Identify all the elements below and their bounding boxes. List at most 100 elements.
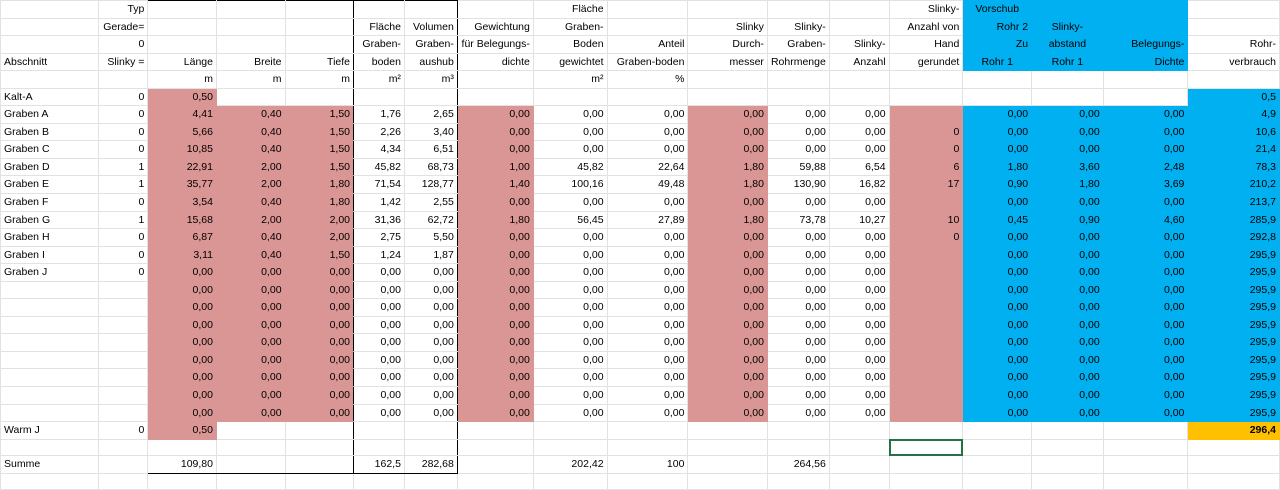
- header-cell-col-15[interactable]: [1031, 70, 1104, 89]
- table-row-col-7[interactable]: 0,00: [456, 105, 534, 124]
- table-row-col-13[interactable]: [888, 245, 964, 265]
- header-cell-col-6[interactable]: [403, 0, 458, 19]
- table-row-col-17[interactable]: 295,9: [1187, 368, 1280, 388]
- table-row-col-6[interactable]: 0,00: [403, 386, 458, 405]
- table-row-col-17[interactable]: 78,3: [1187, 157, 1280, 177]
- table-row-col-1[interactable]: [98, 315, 149, 335]
- table-row-col-1[interactable]: [98, 298, 149, 317]
- header-cell-col-4[interactable]: [284, 0, 355, 19]
- header-cell-col-7[interactable]: Gewichtung: [456, 17, 534, 37]
- kalt-row-col-6[interactable]: [403, 87, 458, 107]
- header-cell-col-3[interactable]: [215, 0, 286, 19]
- table-row-col-10[interactable]: 0,00: [687, 315, 768, 335]
- table-row-col-12[interactable]: 0,00: [828, 386, 890, 405]
- table-row-col-17[interactable]: 4,9: [1187, 105, 1280, 124]
- kalt-row-col-1[interactable]: 0: [98, 87, 149, 107]
- table-row-col-8[interactable]: 0,00: [532, 193, 608, 212]
- table-row-col-2[interactable]: 6,87: [147, 228, 217, 247]
- table-row-col-7[interactable]: 0,00: [456, 263, 534, 282]
- header-cell-col-0[interactable]: [0, 0, 100, 19]
- header-cell-col-14[interactable]: [962, 70, 1033, 89]
- empty-cell[interactable]: [0, 438, 100, 457]
- header-cell-col-3[interactable]: [215, 35, 286, 54]
- table-row-col-2[interactable]: 4,41: [147, 105, 217, 124]
- table-row-col-16[interactable]: 0,00: [1102, 140, 1189, 159]
- header-cell-col-12[interactable]: Anzahl: [828, 52, 890, 72]
- table-row-col-4[interactable]: 0,00: [284, 263, 355, 282]
- warm-row-col-11[interactable]: [766, 421, 830, 440]
- table-row-col-13[interactable]: 6: [888, 157, 964, 177]
- table-row-col-9[interactable]: 0,00: [606, 368, 689, 388]
- empty-cell[interactable]: [147, 472, 217, 490]
- table-row-col-17[interactable]: 295,9: [1187, 298, 1280, 317]
- table-row-col-11[interactable]: 0,00: [766, 140, 830, 159]
- header-cell-col-9[interactable]: [606, 0, 689, 19]
- table-row-col-7[interactable]: 0,00: [456, 333, 534, 352]
- header-cell-col-10[interactable]: messer: [687, 52, 768, 72]
- empty-cell[interactable]: [766, 438, 830, 457]
- table-row-col-5[interactable]: 0,00: [353, 368, 405, 388]
- table-row-col-8[interactable]: 0,00: [532, 122, 608, 142]
- table-row-col-0[interactable]: [0, 368, 100, 388]
- header-cell-col-7[interactable]: [456, 70, 534, 89]
- summe-row-col-16[interactable]: [1102, 455, 1189, 474]
- header-cell-col-4[interactable]: [284, 17, 355, 37]
- table-row-col-0[interactable]: [0, 350, 100, 370]
- table-row-col-0[interactable]: [0, 298, 100, 317]
- table-row-col-3[interactable]: 0,00: [215, 333, 286, 352]
- table-row-col-11[interactable]: 0,00: [766, 386, 830, 405]
- table-row-col-15[interactable]: 0,00: [1031, 333, 1104, 352]
- summe-row-col-1[interactable]: [98, 455, 149, 474]
- summe-row-col-0[interactable]: Summe: [0, 455, 100, 474]
- table-row-col-15[interactable]: 0,90: [1031, 210, 1104, 230]
- table-row-col-6[interactable]: 0,00: [403, 315, 458, 335]
- empty-cell[interactable]: [687, 472, 768, 490]
- table-row-col-7[interactable]: 0,00: [456, 350, 534, 370]
- table-row-col-5[interactable]: 45,82: [353, 157, 405, 177]
- table-row-col-13[interactable]: [888, 368, 964, 388]
- table-row-col-13[interactable]: [888, 193, 964, 212]
- table-row-col-4[interactable]: 0,00: [284, 350, 355, 370]
- table-row-col-4[interactable]: 1,50: [284, 105, 355, 124]
- table-row-col-2[interactable]: 0,00: [147, 315, 217, 335]
- empty-cell[interactable]: [532, 438, 608, 457]
- header-cell-col-4[interactable]: Tiefe: [284, 52, 355, 72]
- table-row-col-14[interactable]: 0,00: [962, 350, 1033, 370]
- header-cell-col-13[interactable]: Slinky-: [888, 0, 964, 19]
- table-row-col-1[interactable]: [98, 368, 149, 388]
- table-row-col-11[interactable]: 0,00: [766, 263, 830, 282]
- table-row-col-2[interactable]: 3,11: [147, 245, 217, 265]
- empty-cell[interactable]: [284, 472, 355, 490]
- table-row-col-10[interactable]: 0,00: [687, 245, 768, 265]
- table-row-col-16[interactable]: 0,00: [1102, 333, 1189, 352]
- table-row-col-14[interactable]: 0,00: [962, 263, 1033, 282]
- warm-row-col-14[interactable]: [962, 421, 1033, 440]
- header-cell-col-8[interactable]: Graben-: [532, 17, 608, 37]
- table-row-col-4[interactable]: 0,00: [284, 386, 355, 405]
- table-row-col-4[interactable]: 0,00: [284, 403, 355, 423]
- header-cell-col-13[interactable]: [888, 70, 964, 89]
- table-row-col-2[interactable]: 0,00: [147, 263, 217, 282]
- table-row-col-5[interactable]: 1,24: [353, 245, 405, 265]
- table-row-col-1[interactable]: [98, 350, 149, 370]
- summe-row-col-17[interactable]: [1187, 455, 1280, 474]
- table-row-col-17[interactable]: 292,8: [1187, 228, 1280, 247]
- header-cell-col-13[interactable]: gerundet: [888, 52, 964, 72]
- table-row-col-16[interactable]: 0,00: [1102, 245, 1189, 265]
- table-row-col-9[interactable]: 0,00: [606, 333, 689, 352]
- table-row-col-15[interactable]: 0,00: [1031, 280, 1104, 300]
- table-row-col-3[interactable]: 0,00: [215, 386, 286, 405]
- table-row-col-8[interactable]: 100,16: [532, 175, 608, 195]
- table-row-col-4[interactable]: 1,50: [284, 122, 355, 142]
- warm-row-col-15[interactable]: [1031, 421, 1104, 440]
- table-row-col-3[interactable]: 0,40: [215, 105, 286, 124]
- table-row-col-0[interactable]: Graben D: [0, 157, 100, 177]
- table-row-col-5[interactable]: 31,36: [353, 210, 405, 230]
- table-row-col-3[interactable]: 0,40: [215, 122, 286, 142]
- table-row-col-17[interactable]: 295,9: [1187, 245, 1280, 265]
- table-row-col-14[interactable]: 0,45: [962, 210, 1033, 230]
- table-row-col-12[interactable]: 0,00: [828, 140, 890, 159]
- table-row-col-3[interactable]: 0,00: [215, 280, 286, 300]
- empty-cell[interactable]: [353, 472, 405, 490]
- header-cell-col-12[interactable]: Slinky-: [828, 35, 890, 54]
